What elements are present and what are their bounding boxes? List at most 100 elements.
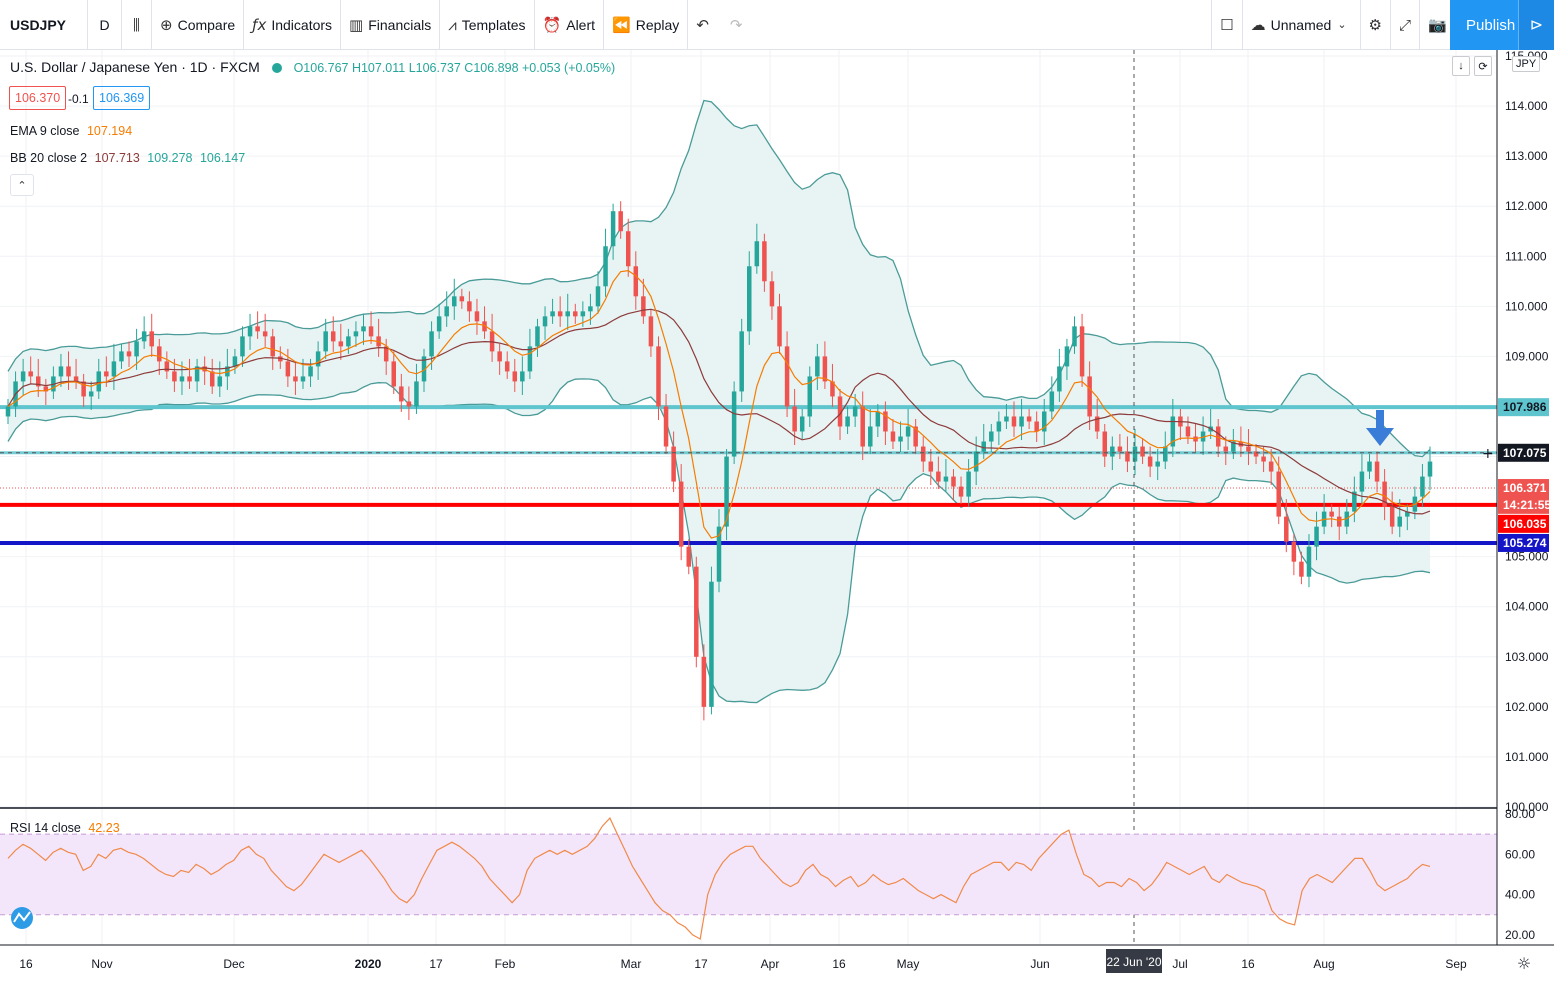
candle-body <box>641 296 646 317</box>
time-tick-label: 2020 <box>355 957 382 971</box>
crosshair <box>0 50 1497 945</box>
candle-body <box>520 371 525 382</box>
layout-name-button[interactable]: ☁ Unnamed ⌄ <box>1243 0 1361 50</box>
alarm-clock-icon: ⏰ <box>542 15 562 34</box>
candle-body <box>663 406 669 447</box>
candle-body <box>330 331 336 342</box>
rsi-legend[interactable]: RSI 14 close 42.23 <box>10 821 120 835</box>
candle-body <box>406 401 412 407</box>
candle-body <box>179 376 185 382</box>
bb-label: BB 20 close 2 <box>10 151 88 165</box>
candle-body <box>1359 471 1365 492</box>
candle-body <box>20 371 26 382</box>
publish-button[interactable]: Publish <box>1450 0 1518 50</box>
candle-body <box>66 366 71 377</box>
collapse-legend-button[interactable]: ⌃ <box>10 174 34 196</box>
candle-body <box>1117 446 1123 452</box>
sell-price-button[interactable]: 106.370 <box>9 86 67 110</box>
redo-icon: ↷ <box>729 15 743 34</box>
bar-chart-icon: ▥ <box>349 15 364 34</box>
candle-body <box>860 406 865 447</box>
compare-button[interactable]: ⊕ Compare <box>152 0 245 50</box>
candle-body <box>709 581 714 707</box>
candle-body <box>1397 516 1403 527</box>
fx-icon: ƒx <box>252 15 267 34</box>
candle-body <box>1034 421 1039 432</box>
select-layout-button[interactable]: ☐ <box>1211 0 1243 50</box>
time-tick-label: Jul <box>1172 957 1187 971</box>
currency-label[interactable]: JPY <box>1512 56 1541 72</box>
candle-body <box>414 381 419 407</box>
chart-type-button[interactable]: ⫼ <box>122 0 152 50</box>
templates-button[interactable]: ⩘ Templates <box>440 0 535 50</box>
candle-body <box>920 446 926 462</box>
ema-legend[interactable]: EMA 9 close 107.194 <box>10 124 132 138</box>
rsi-label: RSI 14 close <box>10 821 81 835</box>
candle-body <box>88 391 94 397</box>
candle-body <box>126 351 132 357</box>
candle-body <box>656 346 661 407</box>
alert-button[interactable]: ⏰ Alert <box>535 0 605 50</box>
rsi-value: 42.23 <box>88 821 120 835</box>
symbol-search[interactable]: USDJPY <box>0 0 88 50</box>
compare-label: Compare <box>177 16 236 33</box>
templates-label: Templates <box>461 16 526 33</box>
candle-body <box>815 356 820 377</box>
candle-body <box>1049 391 1055 412</box>
price-axis[interactable]: 115.000114.000113.000112.000111.000110.0… <box>1482 50 1554 945</box>
candle-body <box>43 386 49 392</box>
candle-body <box>648 316 654 347</box>
candle-body <box>444 306 449 317</box>
bb-legend[interactable]: BB 20 close 2 107.713 109.278 106.147 <box>10 151 245 165</box>
price-label-bg <box>1498 479 1549 498</box>
scroll-down-button[interactable]: ↓ <box>1452 56 1470 76</box>
snapshot-button[interactable]: 📷 <box>1420 0 1554 50</box>
financials-button[interactable]: ▥ Financials <box>341 0 441 50</box>
candle-body <box>830 381 835 397</box>
camera-icon: 📷 <box>1428 15 1447 34</box>
arrow-shaft <box>1376 410 1384 432</box>
candle-body <box>868 426 873 447</box>
candle-body <box>300 376 306 382</box>
settings-button[interactable]: ⚙ <box>1361 0 1391 50</box>
candle-body <box>1004 416 1009 422</box>
redo-button[interactable]: ↷ <box>722 0 756 50</box>
down-arrow-annotation[interactable] <box>1366 410 1394 446</box>
time-axis[interactable]: 16 Nov Dec 2020 17 Feb Mar 17 Apr 16 May Jun Jul 16 Au… <box>0 944 1554 973</box>
buy-price-button[interactable]: 106.369 <box>93 86 151 110</box>
price-tick-label: 114.000 <box>1505 99 1548 113</box>
replay-button[interactable]: ⏪ Replay <box>604 0 689 50</box>
candle-body <box>595 286 601 307</box>
candle-body <box>1374 461 1380 482</box>
candle-body <box>1268 461 1274 472</box>
undo-button[interactable]: ↶ <box>688 0 722 50</box>
candle-body <box>701 656 707 707</box>
candle-body <box>1079 326 1085 377</box>
candle-body <box>678 481 684 547</box>
interval-button[interactable]: D <box>88 0 122 50</box>
price-tick-label: 109.000 <box>1505 349 1549 363</box>
price-tick-label: 100.000 <box>1505 800 1549 814</box>
rsi-tick-label: 60.00 <box>1505 847 1535 861</box>
price-label: 106.371 <box>1503 481 1547 495</box>
candle-body <box>1367 461 1372 472</box>
candle-body <box>399 386 404 402</box>
candle-body <box>1147 456 1153 467</box>
candle-body <box>1011 416 1017 427</box>
candle-body <box>739 331 744 392</box>
chevron-up-icon: ⌃ <box>17 179 27 192</box>
market-status-icon <box>271 63 282 74</box>
plus-icon: + <box>1482 446 1494 462</box>
reset-scale-button[interactable]: ⟳ <box>1474 56 1492 76</box>
candle-body <box>1284 516 1289 542</box>
indicators-button[interactable]: ƒx Indicators <box>244 0 342 50</box>
time-tick-label: Sep <box>1445 957 1467 971</box>
fullscreen-button[interactable]: ⤢ <box>1391 0 1420 50</box>
candle-body <box>1420 476 1425 497</box>
publish-menu-button[interactable]: ⊳ <box>1518 0 1554 50</box>
chart-canvas[interactable]: 115.000114.000113.000112.000111.000110.0… <box>0 50 1554 984</box>
candle-body <box>1087 376 1092 417</box>
candle-body <box>958 486 964 497</box>
cloud-icon: ☁ <box>1250 15 1266 34</box>
candle-body <box>996 421 1002 432</box>
